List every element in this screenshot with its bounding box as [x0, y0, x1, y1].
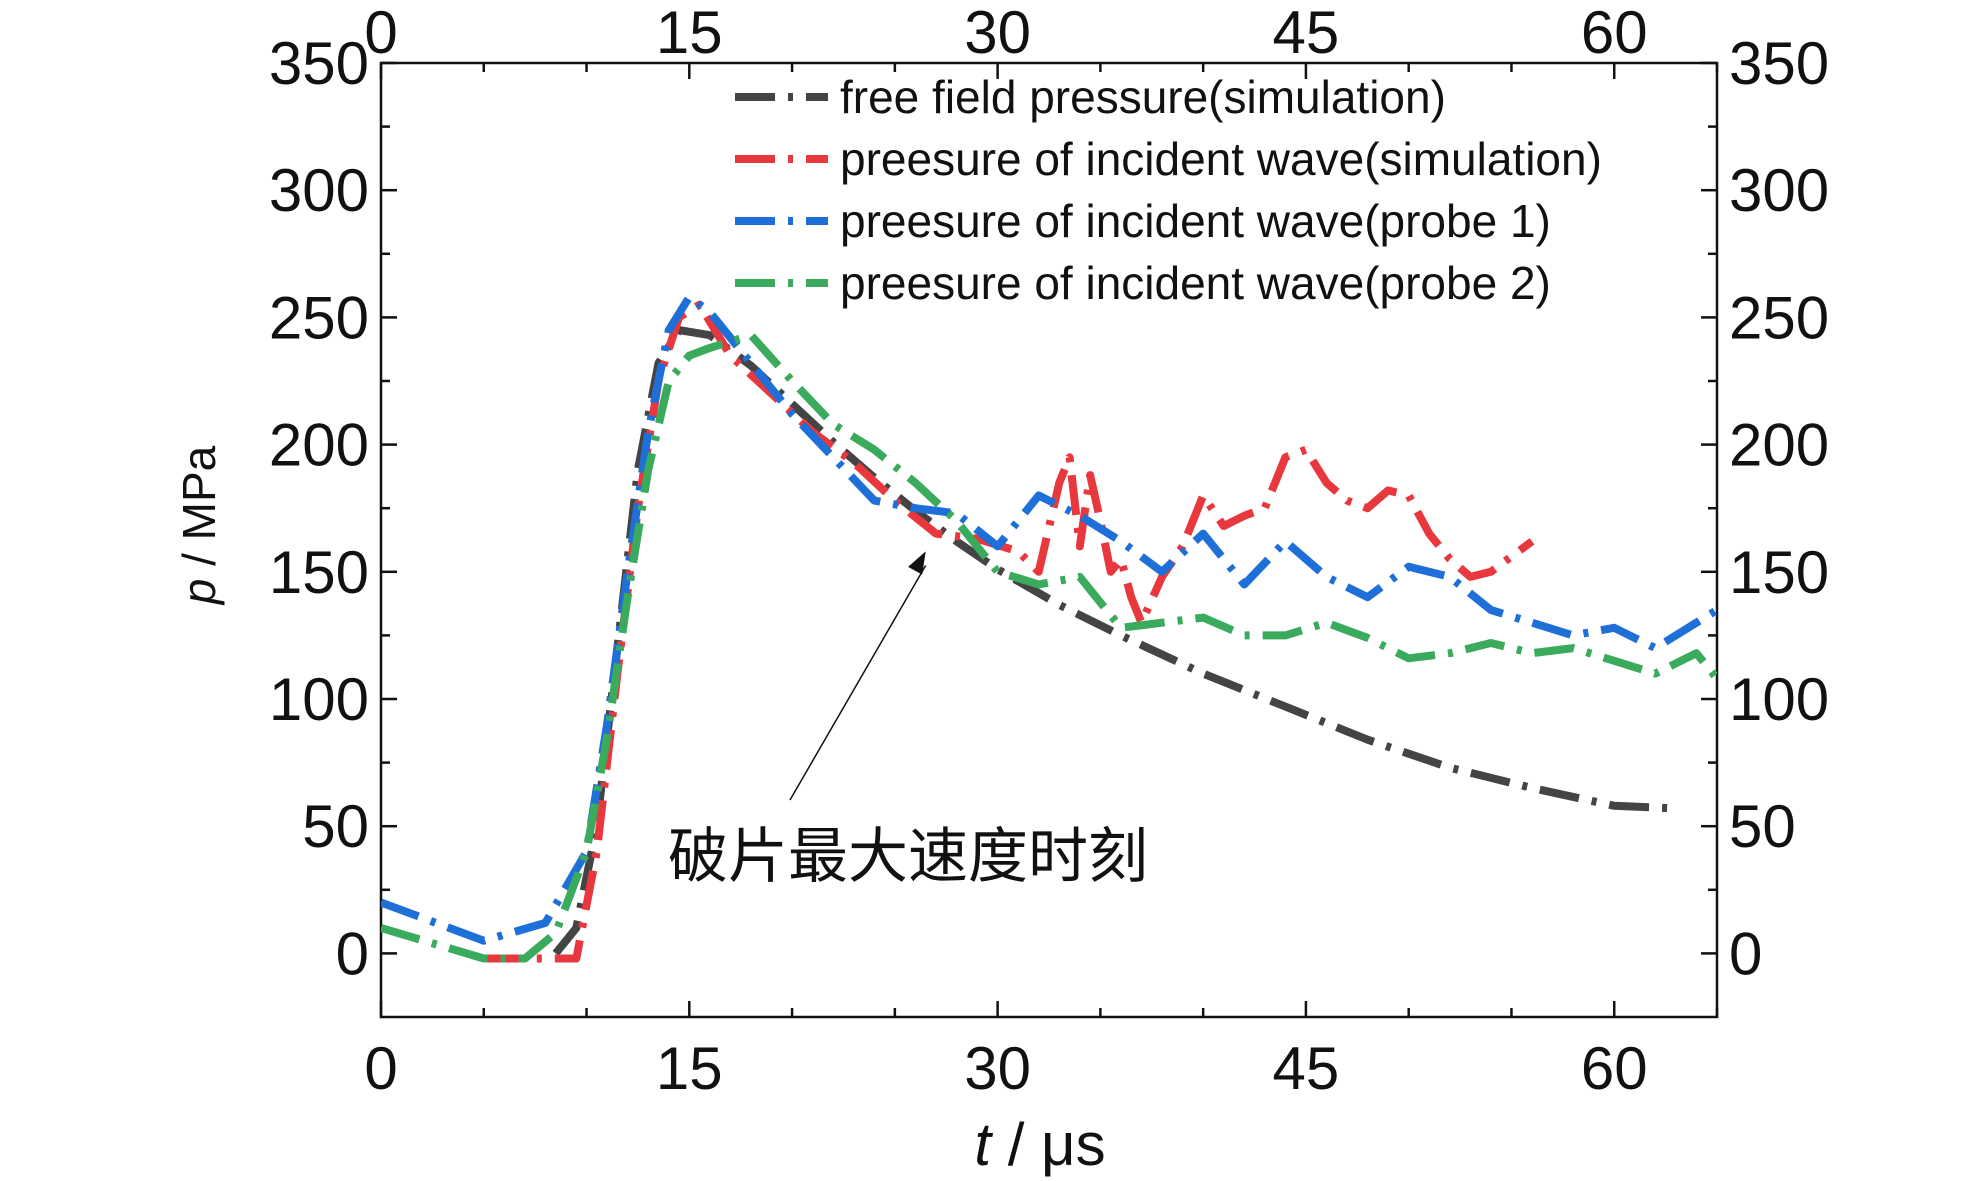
y-tick-label-left: 0: [336, 920, 369, 987]
legend: free field pressure(simulation) preesure …: [735, 71, 1602, 309]
y-tick-label-right: 100: [1729, 666, 1829, 733]
legend-label-1: free field pressure(simulation): [840, 71, 1446, 123]
axis-labels: t / μs p / MPa: [173, 445, 1106, 1178]
plot-border: [379, 61, 1719, 1019]
y-axis-unit: / MPa: [173, 445, 225, 578]
x-tick-label-bottom: 15: [656, 1035, 723, 1102]
annotation: 破片最大速度时刻: [668, 551, 1148, 892]
legend-label-4: preesure of incident wave(probe 2): [840, 257, 1551, 309]
x-axis-variable: t: [974, 1111, 993, 1178]
y-tick-label-right: 150: [1729, 539, 1829, 606]
y-tick-label-left: 250: [269, 284, 369, 351]
x-tick-label-bottom: 60: [1581, 1035, 1648, 1102]
x-tick-label-top: 60: [1581, 0, 1648, 66]
x-axis-label: t / μs: [974, 1111, 1105, 1178]
y-tick-label-left: 50: [302, 793, 369, 860]
x-tick-label-top: 45: [1273, 0, 1340, 66]
series-line-3: [381, 293, 1717, 945]
series-line-4: [381, 331, 1717, 963]
y-tick-label-left: 150: [269, 539, 369, 606]
series-line-2: [483, 300, 1535, 963]
annotation-arrow-line: [789, 565, 927, 801]
axis-ticks: 0 0 15 15 30 30 45 45 60 60 0 0 50 50 100 100 150 150 200 2…: [269, 0, 1829, 1102]
y-tick-label-left: 300: [269, 157, 369, 224]
annotation-text: 破片最大速度时刻: [668, 822, 1148, 892]
legend-label-2: preesure of incident wave(simulation): [840, 133, 1602, 185]
series-lines: [381, 293, 1717, 963]
y-tick-label-right: 50: [1729, 793, 1796, 860]
x-tick-label-top: 30: [964, 0, 1031, 66]
y-tick-label-right: 250: [1729, 284, 1829, 351]
y-tick-label-left: 100: [269, 666, 369, 733]
x-tick-label-bottom: 0: [364, 1035, 397, 1102]
y-tick-label-right: 0: [1729, 920, 1762, 987]
y-tick-label-right: 200: [1729, 412, 1829, 479]
annotation-arrow-head: [908, 551, 926, 575]
x-axis-unit: / μs: [991, 1111, 1106, 1178]
y-tick-label-right: 300: [1729, 157, 1829, 224]
x-tick-label-top: 15: [656, 0, 723, 66]
x-tick-label-bottom: 30: [964, 1035, 1031, 1102]
y-axis-label: p / MPa: [173, 445, 225, 606]
y-tick-label-right: 350: [1729, 30, 1829, 97]
y-tick-label-left: 200: [269, 412, 369, 479]
y-tick-label-left: 350: [269, 30, 369, 97]
y-axis-variable: p: [173, 579, 225, 607]
x-tick-label-top: 0: [364, 0, 397, 66]
plot-frame: [379, 61, 1719, 1019]
series-line-1: [552, 326, 1677, 956]
x-tick-label-bottom: 45: [1273, 1035, 1340, 1102]
legend-label-3: preesure of incident wave(probe 1): [840, 195, 1551, 247]
